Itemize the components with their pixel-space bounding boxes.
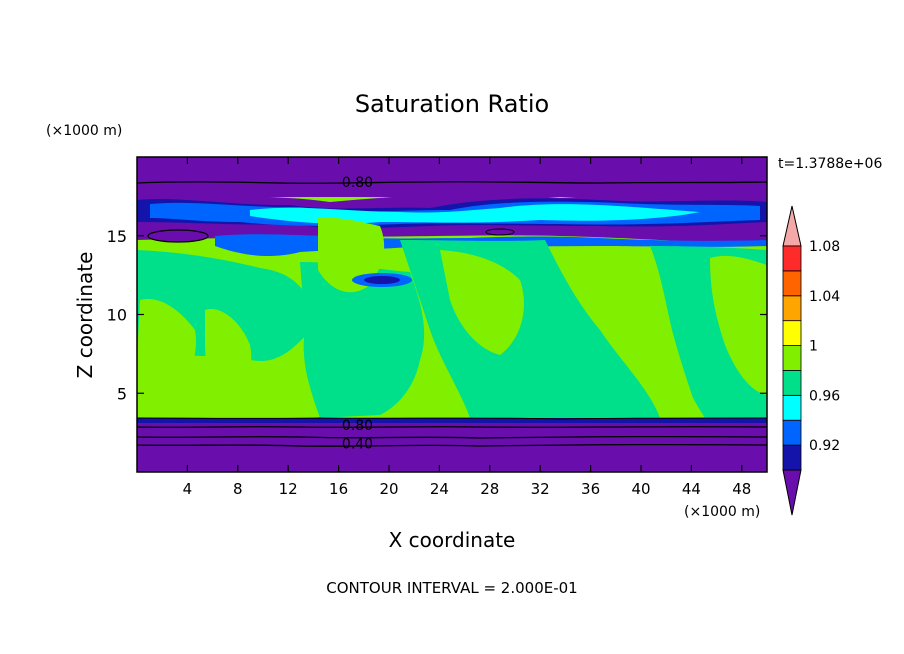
fill-region-dark-blob [147, 229, 209, 243]
fill-region-green-pocket-1 [555, 249, 705, 418]
colorbar-label: 0.92 [809, 438, 840, 454]
x-tick-label: 36 [581, 480, 600, 498]
contour-line-upper-080 [137, 181, 767, 184]
colorbar-box [782, 419, 802, 446]
colorbar-label: 0.96 [809, 388, 840, 404]
x-tick-label: 16 [329, 480, 348, 498]
colorbar-box [782, 444, 802, 471]
x-tick-label: 44 [682, 480, 701, 498]
contour-value-label: 0.40 [342, 437, 373, 453]
y-axis-ticks: 5 10 15 [107, 227, 767, 403]
colorbar-label: 1 [809, 339, 818, 355]
colorbar-label: 1.08 [809, 239, 840, 255]
time-label: t=1.3788e+06 [778, 156, 882, 172]
fill-region-teal-center [300, 262, 425, 418]
colorbar-high-triangle [782, 205, 802, 247]
fill-region-dark-blob-2 [485, 228, 515, 236]
colorbar-box [782, 245, 802, 272]
fill-region-upper-dry [137, 157, 767, 197]
y-tick-label: 5 [117, 384, 127, 403]
contour-line-boundary [137, 417, 767, 420]
fill-region-green-pocket-4 [205, 309, 252, 400]
contour-line-lower-060 [137, 435, 767, 439]
y-unit-label: (×1000 m) [46, 123, 122, 139]
fill-region-green-pocket-5 [440, 250, 524, 355]
x-tick-label: 20 [379, 480, 398, 498]
contour-interval-footer: CONTOUR INTERVAL = 2.000E-01 [326, 579, 577, 597]
colorbar: 0.92 0.96 1 1.04 1.08 [782, 205, 840, 516]
fill-region-blob-core [364, 276, 400, 284]
x-unit-label: (×1000 m) [684, 504, 760, 520]
x-tick-label: 12 [279, 480, 298, 498]
contour-value-label: 0.80 [342, 175, 373, 191]
x-axis-ticks: 4 8 12 16 20 24 28 32 36 40 44 48 [183, 157, 751, 498]
colorbar-box [782, 394, 802, 421]
contour-plot-area [137, 157, 767, 472]
x-tick-label: 48 [732, 480, 751, 498]
colorbar-box [782, 345, 802, 371]
y-axis-label: Z coordinate [73, 252, 97, 379]
colorbar-box [782, 270, 802, 297]
colorbar-low-triangle [782, 469, 802, 516]
colorbar-box [782, 295, 802, 322]
x-tick-label: 28 [480, 480, 499, 498]
x-tick-label: 40 [631, 480, 650, 498]
contour-value-label: 0.80 [342, 418, 373, 434]
fill-region-green-pocket-6 [710, 255, 767, 395]
fill-region-cyan [250, 204, 700, 224]
contour-line-lower-040 [137, 443, 767, 447]
colorbar-box [782, 370, 802, 396]
y-tick-label: 15 [107, 227, 127, 246]
colorbar-label: 1.04 [809, 289, 840, 305]
fill-region-lower-band [137, 418, 767, 423]
contour-labels: 0.80 0.80 0.40 [342, 175, 373, 452]
contour-line-lower-080 [137, 426, 767, 428]
fill-region-green-pocket-3 [137, 299, 196, 396]
x-tick-label: 4 [183, 480, 193, 498]
x-tick-label: 32 [531, 480, 550, 498]
chart-title: Saturation Ratio [355, 90, 549, 118]
fill-region-green-pocket-2 [318, 217, 385, 293]
y-tick-label: 10 [107, 306, 127, 325]
x-tick-label: 8 [233, 480, 243, 498]
x-tick-label: 24 [430, 480, 449, 498]
colorbar-box [782, 320, 802, 346]
x-axis-label: X coordinate [389, 528, 516, 552]
